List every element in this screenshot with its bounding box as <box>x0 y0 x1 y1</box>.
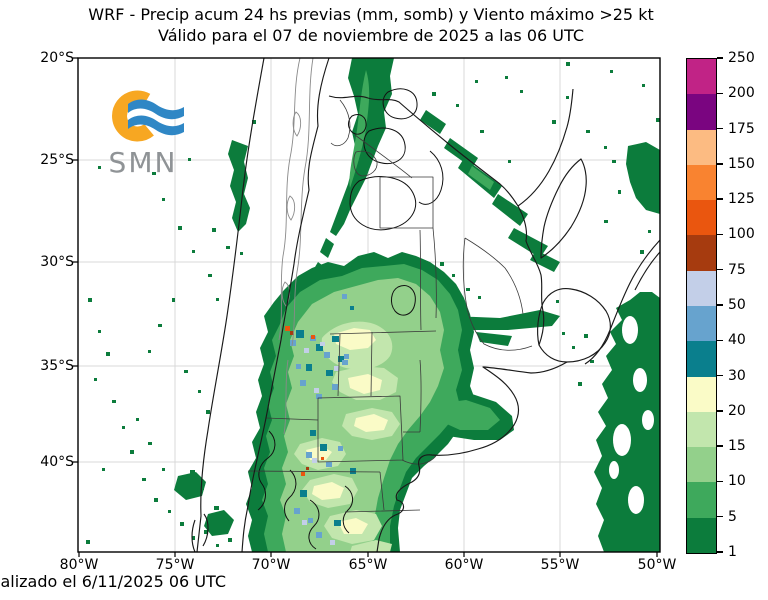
x-axis-tick-label: 65°W <box>348 557 388 573</box>
colorbar-tick <box>717 304 723 306</box>
footer-init-text: ializado el 6/11/2025 06 UTC <box>0 572 227 591</box>
precip-holes <box>609 316 654 514</box>
colorbar-tick <box>717 374 723 377</box>
y-axis-tick-label: 25°S <box>40 152 74 168</box>
colorbar-tick <box>717 480 723 483</box>
smn-logo-wave-icon <box>128 115 184 136</box>
colorbar-tick-label: 200 <box>728 85 755 102</box>
x-axis-tick-label: 60°W <box>444 557 484 573</box>
colorbar-segment <box>687 59 716 95</box>
plot-frame <box>77 57 661 553</box>
colorbar-segment <box>687 270 716 307</box>
y-axis-tick-label: 30°S <box>40 254 74 270</box>
colorbar-tick-label: 125 <box>728 191 755 208</box>
figure-title: WRF - Precip acum 24 hs previas (mm, som… <box>40 4 702 46</box>
colorbar-segment <box>687 306 716 342</box>
colorbar-tick <box>717 445 723 447</box>
x-axis-tick-label: 75°W <box>155 557 195 573</box>
colorbar-tick-label: 75 <box>728 261 746 278</box>
smn-logo-wave-icon <box>128 99 184 120</box>
precip-layer-40-50 <box>290 294 349 538</box>
colorbar-tick-label: 15 <box>728 438 746 455</box>
colorbar-tick-label: 175 <box>728 120 755 137</box>
colorbar-segment <box>687 200 716 236</box>
colorbar-tick <box>717 57 723 59</box>
y-axis-tick-label: 35°S <box>40 358 74 374</box>
title-line-2: Válido para el 07 de noviembre de 2025 a… <box>158 26 584 46</box>
colorbar-tick <box>717 551 723 553</box>
x-axis-tick-label: 80°W <box>59 557 99 573</box>
colorbar-segment <box>687 235 716 272</box>
colorbar-segment <box>687 94 716 131</box>
colorbar-tick-label: 20 <box>728 402 746 419</box>
colorbar-tick <box>717 233 723 236</box>
x-axis-tick-label: 70°W <box>251 557 291 573</box>
precip-layer-20-30 <box>306 328 388 534</box>
terrain-contours <box>278 57 314 435</box>
province-borders <box>247 99 533 513</box>
colorbar-tick <box>717 516 723 518</box>
smn-logo-sun-icon <box>112 90 154 142</box>
colorbar-tick-label: 5 <box>728 508 737 525</box>
x-axis-tick-label: 50°W <box>637 557 677 573</box>
colorbar-tick-label: 50 <box>728 297 746 313</box>
colorbar-tick-label: 150 <box>728 155 755 172</box>
colorbar-segment <box>687 517 716 554</box>
colorbar-tick-label: 30 <box>728 367 746 384</box>
y-axis-tick-label: 40°S <box>40 454 74 470</box>
colorbar-segment <box>687 164 716 201</box>
smn-logo: SMN <box>109 90 184 179</box>
x-axis-tick-label: 55°W <box>540 557 580 573</box>
colorbar-tick-label: 1 <box>728 544 737 560</box>
country-borders <box>191 57 661 553</box>
colorbar-tick-label: 10 <box>728 473 746 490</box>
colorbar-tick <box>717 163 723 165</box>
colorbar-segment <box>687 447 716 483</box>
colorbar-tick <box>717 410 723 412</box>
colorbar-tick-label: 100 <box>728 226 755 243</box>
precip-layer-50-75 <box>302 342 339 545</box>
colorbar-segment <box>687 482 716 519</box>
precipitation-shading <box>86 58 660 552</box>
colorbar-segment <box>687 376 716 413</box>
colorbar-tick <box>717 127 723 130</box>
y-axis-tick-label: 20°S <box>40 50 74 66</box>
precip-layer-30-40 <box>296 306 356 526</box>
title-line-1: WRF - Precip acum 24 hs previas (mm, som… <box>88 5 654 24</box>
colorbar-tick <box>717 269 723 271</box>
colorbar <box>686 58 717 554</box>
colorbar-segment <box>687 129 716 166</box>
wind-max-contours <box>257 88 444 550</box>
colorbar-segment <box>687 411 716 448</box>
colorbar-tick <box>717 198 723 200</box>
colorbar-tick <box>717 92 723 94</box>
smn-logo-text: SMN <box>109 146 178 179</box>
colorbar-tick <box>717 339 723 341</box>
colorbar-tick-label: 250 <box>728 50 755 66</box>
colorbar-tick-label: 40 <box>728 332 746 349</box>
colorbar-segment <box>687 341 716 378</box>
axis-ticks <box>73 57 658 557</box>
